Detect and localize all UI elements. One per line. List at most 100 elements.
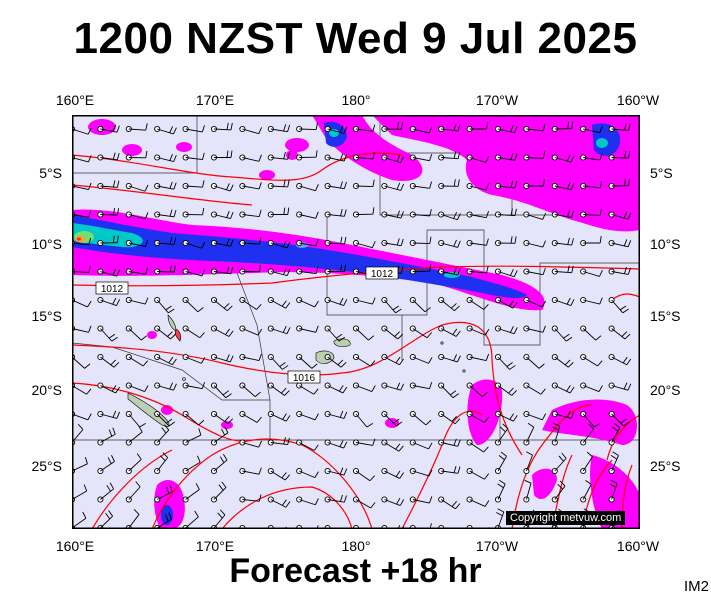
wind-barb <box>580 410 601 428</box>
wind-barb <box>267 382 290 396</box>
wind-barb <box>324 382 348 394</box>
lat-label-left-10s: 10°S <box>31 236 62 252</box>
wind-barb <box>523 267 546 276</box>
wind-barb <box>608 178 630 190</box>
wind-barb <box>239 439 263 448</box>
wind-barb <box>239 382 261 397</box>
lat-label-left-15s: 15°S <box>31 308 62 324</box>
wind-barb <box>267 325 291 335</box>
wind-barb <box>494 152 518 161</box>
wind-barb <box>352 353 376 367</box>
wind-barb <box>296 150 318 161</box>
wind-barb <box>324 264 347 275</box>
wind-barb <box>296 122 318 133</box>
wind-barb <box>494 451 507 475</box>
wind-barb <box>324 467 348 476</box>
lon-label-top-160w: 160°W <box>616 92 660 108</box>
wind-barb <box>551 237 574 247</box>
wind-barb <box>267 179 290 190</box>
wind-barb <box>580 325 602 341</box>
wind-barb <box>352 296 376 305</box>
wind-barb <box>466 382 489 397</box>
forecast-label: Forecast +18 hr <box>229 552 482 590</box>
wind-barb <box>551 154 575 163</box>
wind-barb <box>580 268 603 277</box>
wind-barb <box>494 268 518 278</box>
image-code: IM2 <box>683 578 709 595</box>
wind-barb <box>352 410 374 428</box>
wind-barb <box>438 465 461 475</box>
wind-barb <box>608 353 632 366</box>
wind-barb <box>182 353 206 364</box>
wind-barb <box>210 426 229 446</box>
wind-barb <box>580 451 593 475</box>
wind-barb <box>154 424 170 446</box>
wind-barb <box>296 439 319 451</box>
wind-barb <box>125 150 148 161</box>
wind-barb <box>125 211 149 220</box>
wind-barb <box>551 209 575 218</box>
wind-barb <box>267 467 291 481</box>
wind-barb <box>154 325 176 340</box>
wind-barb <box>580 208 602 218</box>
wind-barb <box>97 268 121 277</box>
wind-barb <box>182 180 205 190</box>
wind-barb <box>409 439 433 450</box>
wind-barb <box>239 410 262 423</box>
wind-barb <box>580 423 595 446</box>
lat-label-right-20s: 20°S <box>650 382 681 398</box>
wind-barb <box>296 211 319 219</box>
wind-barb <box>154 125 177 135</box>
lat-label-right-10s: 10°S <box>650 236 681 252</box>
wind-barb <box>608 150 631 161</box>
wind-barb <box>154 452 169 475</box>
wind-barb <box>466 238 489 247</box>
wind-barb <box>381 496 405 507</box>
wind-barb <box>551 382 575 394</box>
wind-barb <box>409 125 433 134</box>
wind-barb <box>466 266 489 275</box>
wind-barb <box>267 239 291 249</box>
wind-barb <box>466 467 490 480</box>
wind-barb <box>438 353 461 363</box>
wind-barb <box>494 382 517 396</box>
wind-barb <box>494 325 518 335</box>
wind-barb <box>409 325 433 339</box>
wind-barb <box>125 425 143 446</box>
wind-barb <box>352 467 376 482</box>
wind-barb <box>97 235 119 247</box>
wind-barb <box>381 382 405 391</box>
wind-barb <box>551 121 574 133</box>
wind-barb <box>182 381 206 390</box>
wind-barb <box>97 180 120 190</box>
wind-barb <box>608 479 618 503</box>
wind-barb <box>494 479 506 503</box>
wind-barb <box>296 353 318 369</box>
wind-barb <box>409 296 431 313</box>
wind-barb <box>409 153 433 162</box>
wind-barb <box>210 266 234 275</box>
wind-barb <box>580 125 603 133</box>
wind-barb <box>466 439 489 453</box>
wind-barb <box>239 264 261 275</box>
wind-barb <box>154 485 173 503</box>
isobar-label-1016: 1016 <box>293 373 316 384</box>
wind-barb <box>523 422 535 446</box>
wind-barb <box>608 123 631 133</box>
wind-barb <box>551 265 574 275</box>
wind-barb <box>352 382 376 393</box>
wind-barb <box>608 211 632 220</box>
wind-barb <box>466 496 490 507</box>
wind-barb <box>239 209 262 218</box>
wind-barb <box>125 382 149 393</box>
wind-barb <box>438 239 461 248</box>
wind-barb <box>154 264 176 275</box>
isobar-labels: 1012 1012 1016 <box>95 266 399 384</box>
page-title: 1200 NZST Wed 9 Jul 2025 <box>73 14 638 63</box>
wind-barb <box>494 125 518 134</box>
wind-barb <box>608 266 631 275</box>
wind-barb <box>182 268 206 277</box>
lat-label-right-25s: 25°S <box>650 458 681 474</box>
wind-barb <box>324 153 348 162</box>
wind-barb <box>239 154 262 162</box>
